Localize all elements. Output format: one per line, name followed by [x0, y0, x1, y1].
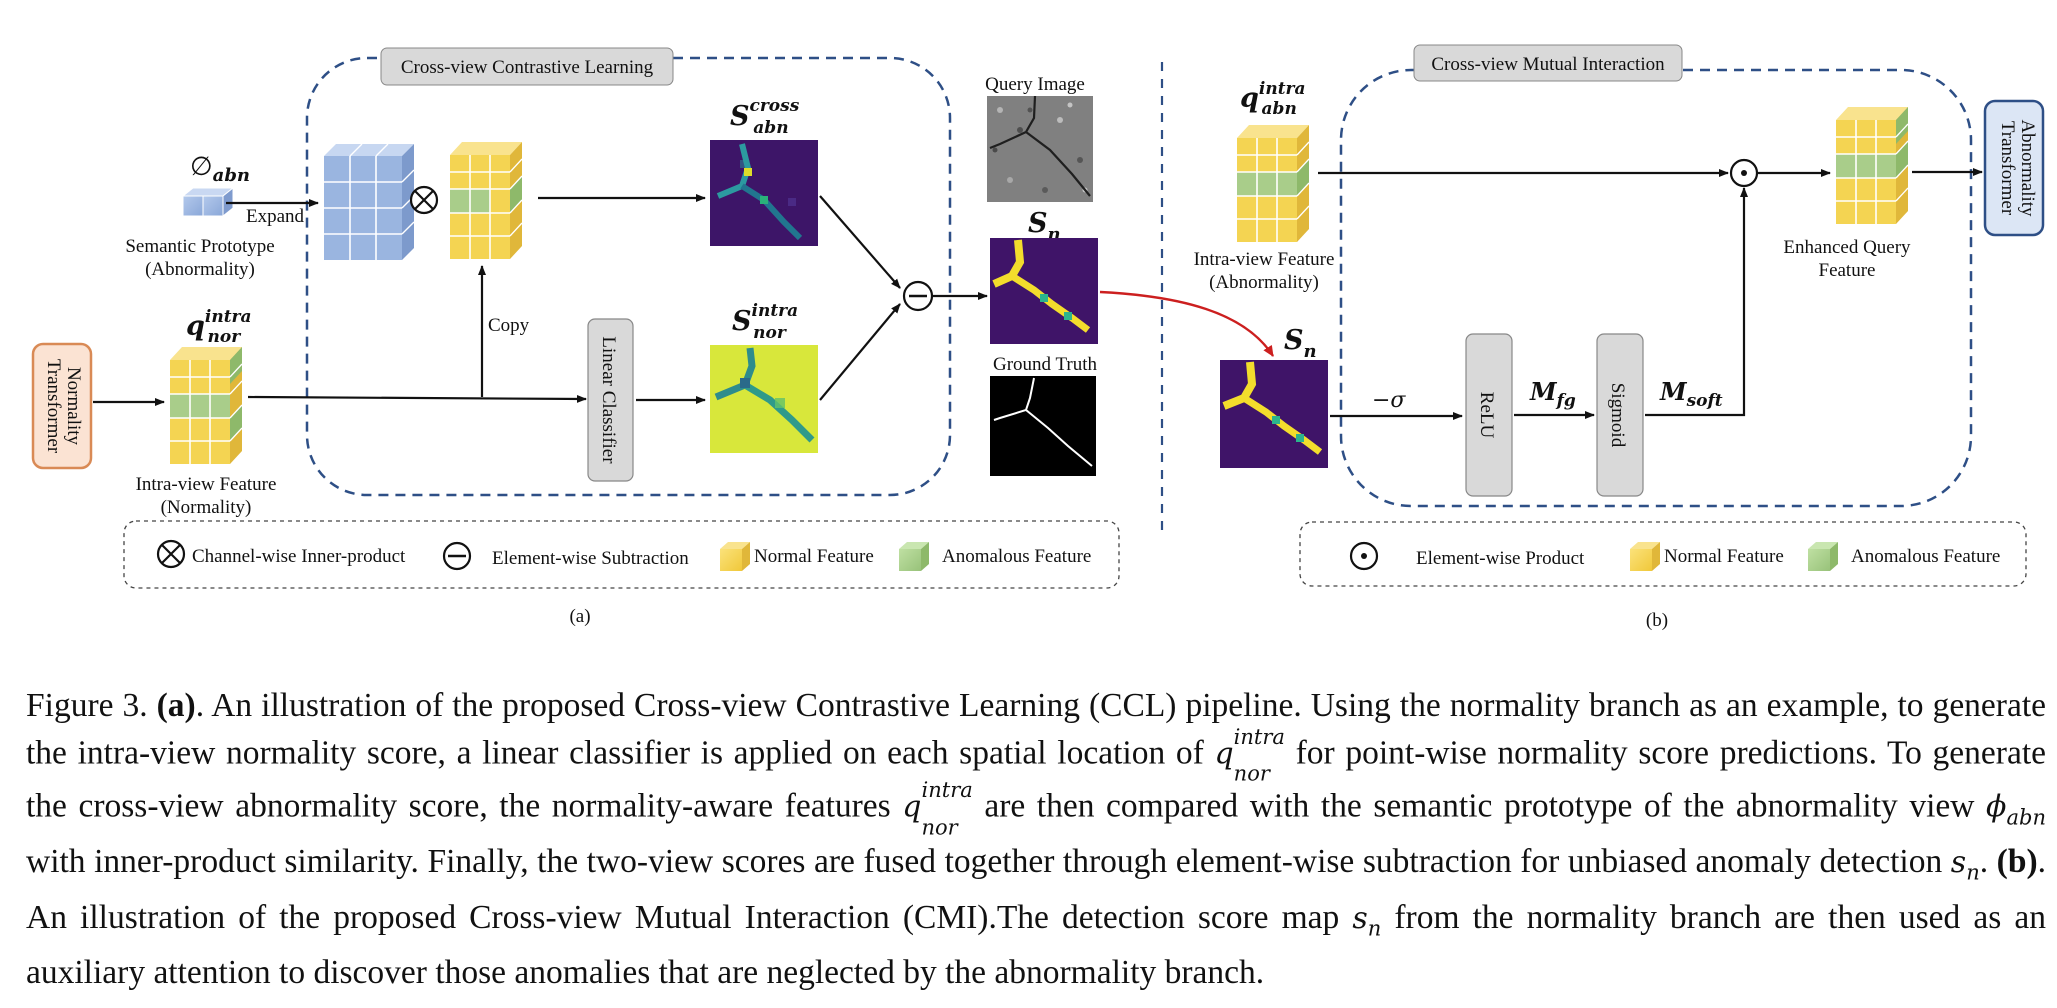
legend-b-box [1299, 521, 2027, 587]
linear-classifier-box [587, 318, 634, 482]
caption-seg1: . An illustration of the proposed Cross-… [26, 687, 2047, 772]
caption-fig-label: Figure 3. [26, 687, 148, 724]
normality-transformer-box [31, 342, 93, 470]
caption-seg3: are then compared with the semantic prot… [972, 788, 1987, 826]
panel-b-label: (b) [1646, 610, 1668, 631]
legend-product-label: Element-wise Product [1416, 548, 1585, 569]
abnormality-transformer-label-2: Transformer [1997, 121, 2018, 216]
legend-a-box [123, 520, 1120, 589]
legend-anomalous-feature-label: Anomalous Feature [942, 546, 1091, 567]
abnormality-transformer-box [1983, 99, 2045, 237]
caption-seg2: for point-wise normality score predictio… [26, 734, 2046, 826]
caption-seg7: from the normality branch are then used … [26, 898, 2046, 991]
m-fg-label: Mfg [1529, 377, 1576, 411]
sigmoid-label: Sigmoid [1607, 383, 1628, 448]
intra-feature-abnormality-label: Intra-view Feature [1194, 249, 1335, 270]
query-image-label: Query Image [985, 74, 1085, 95]
legend-b-anomalous-feature-icon [1808, 542, 1838, 571]
legend-inner-product-label: Channel-wise Inner-product [192, 546, 406, 567]
caption-s-symbol: s [1950, 845, 1967, 881]
caption-s-sub: n [1966, 861, 1980, 886]
relu-box [1465, 333, 1513, 497]
caption-seg5: . [1979, 843, 1997, 881]
inner-product-operator [409, 185, 439, 215]
caption-part-b: (b) [1996, 843, 2038, 881]
caption-q-scripts: intra nor [1233, 724, 1285, 786]
ccl-title-box [380, 47, 674, 86]
q-abn-label: qintra abn [1240, 79, 1306, 119]
s-cross-heatmap [710, 140, 818, 246]
linear-classifier-label: Linear Classifier [598, 336, 619, 464]
s-cross-label: Scross abn [730, 96, 800, 138]
legend-normal-feature-icon [720, 542, 750, 571]
copy-label: Copy [488, 315, 530, 336]
panel-b: Cross-view Mutual Interaction qintra abn … [1194, 44, 2045, 631]
expand-label: Expand [246, 206, 305, 227]
product-operator [1729, 158, 1759, 188]
expanded-prototype-cube [324, 143, 415, 260]
panel-a: Cross-view Contrastive Learning ∅abn Exp… [31, 47, 1120, 627]
enhanced-query-cube [1836, 107, 1909, 224]
normality-transformer-label-2: Transformer [43, 359, 64, 454]
enhanced-query-label: Enhanced Query [1783, 237, 1911, 258]
sn-heatmap-a [990, 238, 1098, 344]
cmi-title-box [1413, 44, 1683, 82]
legend-normal-feature-label: Normal Feature [754, 546, 874, 567]
cross-to-minus-arrow [819, 195, 901, 289]
caption-s-sub-2: n [1367, 916, 1382, 941]
semantic-prototype-sublabel: (Abnormality) [145, 259, 255, 280]
legend-b-normal-feature-label: Normal Feature [1664, 546, 1784, 567]
caption-s-symbol-2: s [1352, 900, 1368, 936]
intra-to-minus-arrow [819, 303, 901, 401]
panel-a-label: (a) [569, 606, 590, 627]
legend-inner-product-icon [156, 539, 186, 569]
figure-caption: Figure 3. (a). An illustration of the pr… [26, 684, 2046, 995]
caption-part-a: (a) [156, 687, 196, 724]
subtraction-operator [902, 280, 934, 312]
query-image [987, 95, 1093, 202]
q-nor-cube [170, 347, 243, 464]
legend-subtraction-label: Element-wise Subtraction [492, 548, 689, 569]
caption-phi-symbol: ϕ [1986, 790, 2007, 826]
enhanced-query-sublabel: Feature [1819, 260, 1876, 281]
sigmoid-box [1596, 333, 1644, 497]
caption-q-symbol: q [1214, 736, 1234, 772]
s-intra-label: Sintra nor [732, 301, 798, 343]
msoft-to-product-arrow [1645, 187, 1748, 417]
caption-paragraph: Figure 3. (a). An illustration of the pr… [26, 684, 2046, 995]
q-to-classifier-arrow [247, 394, 587, 403]
caption-q-scripts-2: intra nor [921, 778, 973, 840]
intra-feature-normality-sublabel: (Normality) [161, 497, 252, 518]
phi-abn-label: ∅abn [190, 152, 250, 186]
normality-transformer-label: Normality [63, 367, 84, 446]
q-abn-cube [1237, 125, 1310, 242]
caption-phi-sub: abn [2006, 805, 2047, 830]
legend-b-normal-feature-icon [1630, 542, 1660, 571]
caption-seg6: . An illustration of the proposed Cross-… [26, 843, 2046, 936]
legend-anomalous-feature-icon [899, 542, 929, 571]
copied-normality-cube [450, 142, 523, 259]
sn-heatmap-b [1220, 360, 1328, 468]
cmi-title: Cross-view Mutual Interaction [1431, 54, 1665, 75]
semantic-prototype-label: Semantic Prototype [125, 236, 274, 257]
intra-feature-abnormality-sublabel: (Abnormality) [1209, 272, 1319, 293]
s-intra-heatmap [710, 345, 818, 453]
relu-label: ReLU [1476, 392, 1497, 439]
legend-product-icon [1349, 541, 1379, 571]
abnormality-transformer-label: Abnormality [2017, 119, 2038, 217]
sn-label-b: Sn [1284, 325, 1317, 362]
semantic-prototype-cube [181, 186, 235, 218]
legend-subtraction-icon [442, 541, 472, 571]
neg-sigma-label: −σ [1372, 388, 1406, 413]
sn-transfer-arrow [1099, 290, 1275, 357]
ccl-title: Cross-view Contrastive Learning [401, 57, 654, 78]
m-soft-label: Msoft [1659, 377, 1723, 411]
ground-truth-image [990, 376, 1096, 476]
caption-seg4: with inner-product similarity. Finally, … [26, 843, 1951, 881]
q-nor-label: qintra nor [186, 307, 252, 347]
ground-truth-label: Ground Truth [993, 354, 1097, 375]
caption-q-symbol-2: q [902, 790, 922, 826]
legend-b-anomalous-feature-label: Anomalous Feature [1851, 546, 2000, 567]
intra-feature-normality-label: Intra-view Feature [136, 474, 277, 495]
